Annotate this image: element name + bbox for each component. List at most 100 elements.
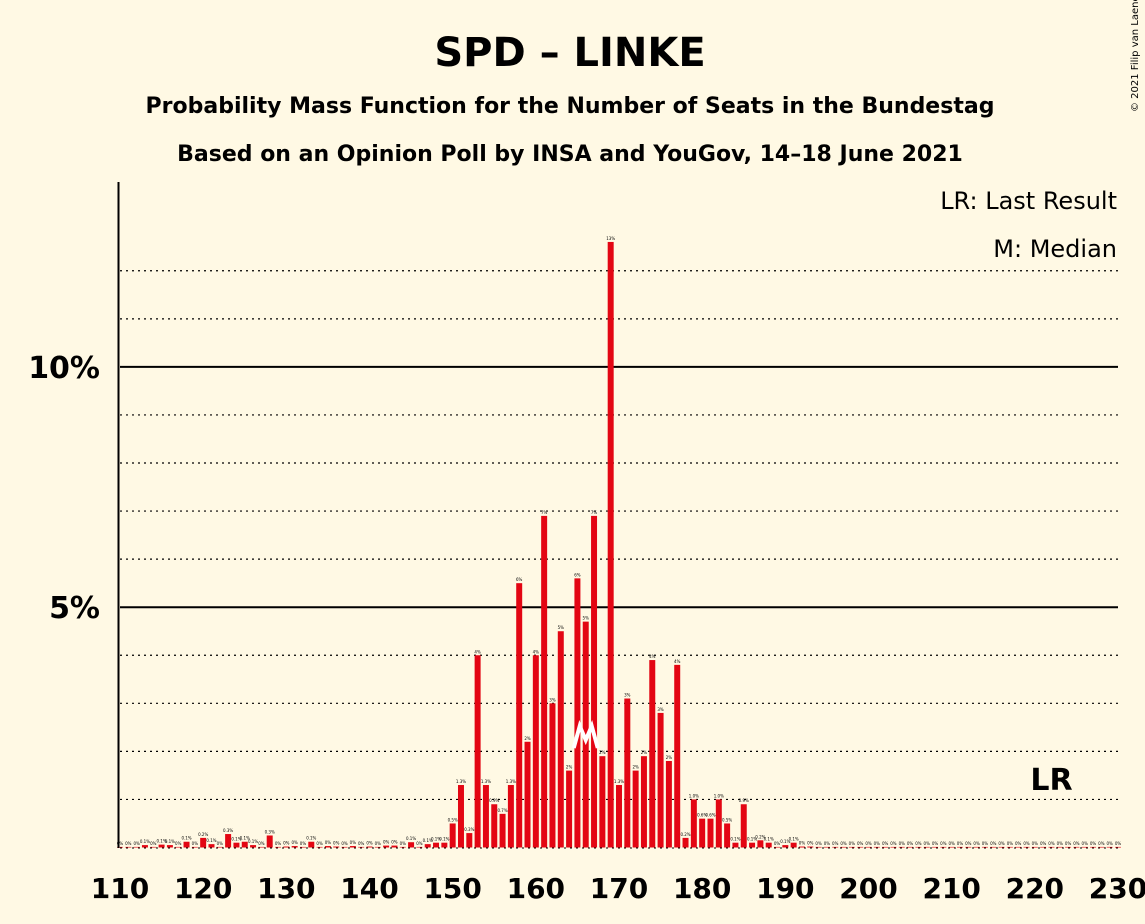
bar <box>582 621 589 848</box>
bar <box>1073 846 1080 848</box>
data-label: 0% <box>865 841 872 846</box>
x-tick-label: 150 <box>423 872 481 905</box>
data-label: 0% <box>815 841 822 846</box>
data-label: 0.1% <box>231 837 241 842</box>
bar <box>258 846 265 848</box>
data-label: 0.7% <box>497 808 507 813</box>
x-tick-label: 220 <box>1006 872 1064 905</box>
x-tick-label: 230 <box>1089 872 1145 905</box>
bar <box>208 844 215 848</box>
data-label: 0.6% <box>697 813 707 818</box>
data-label: 3% <box>657 707 664 712</box>
x-tick-label: 200 <box>839 872 897 905</box>
x-tick-label: 130 <box>257 872 315 905</box>
data-label: 0.1% <box>764 837 774 842</box>
x-tick-label: 190 <box>756 872 814 905</box>
bar <box>1081 846 1088 848</box>
data-label: 0% <box>940 841 947 846</box>
data-label: 0% <box>275 841 282 846</box>
bar <box>333 846 340 848</box>
data-label: 0.1% <box>165 839 175 844</box>
data-label: 0% <box>192 841 199 846</box>
bar <box>225 834 232 848</box>
bar <box>191 846 198 848</box>
bar <box>915 846 922 848</box>
data-label: 1.3% <box>506 779 516 784</box>
data-label: 0% <box>416 841 423 846</box>
data-label: 0% <box>1107 841 1114 846</box>
bar <box>857 846 864 848</box>
bar <box>707 818 714 848</box>
bar <box>125 846 132 848</box>
data-label: 7% <box>591 510 598 515</box>
data-label: 4% <box>649 654 656 659</box>
median-glyph <box>571 719 600 749</box>
data-label: 5% <box>558 625 565 630</box>
data-label: 0% <box>325 840 332 845</box>
data-label: 0% <box>840 841 847 846</box>
bar <box>216 846 223 848</box>
data-label: 0% <box>358 841 365 846</box>
bar <box>940 846 947 848</box>
bar <box>1106 846 1113 848</box>
bar <box>566 770 573 848</box>
bar <box>383 845 390 848</box>
data-label: 3% <box>549 697 556 702</box>
data-label: 0% <box>924 841 931 846</box>
bar <box>1031 846 1038 848</box>
bar <box>374 846 381 848</box>
data-label: 0% <box>1115 841 1122 846</box>
bar <box>699 818 706 848</box>
data-label: 6% <box>574 572 581 577</box>
bar <box>798 846 805 848</box>
data-label: 1.3% <box>481 779 491 784</box>
x-tick-label: 210 <box>922 872 980 905</box>
data-label: 0% <box>1007 841 1014 846</box>
data-label: 2% <box>641 750 648 755</box>
bar <box>682 837 689 848</box>
data-label: 0% <box>882 841 889 846</box>
bar <box>466 833 473 848</box>
chart-subtitle-2: Based on an Opinion Poll by INSA and You… <box>177 142 963 167</box>
data-label: 0.1% <box>248 839 258 844</box>
data-label: 3% <box>624 693 631 698</box>
data-label: 0% <box>1090 841 1097 846</box>
bar <box>657 712 664 848</box>
data-label: 0.2% <box>198 832 208 837</box>
bar <box>665 760 672 848</box>
data-label: 0% <box>807 841 814 846</box>
bar <box>724 823 731 848</box>
x-tick-label: 110 <box>91 872 149 905</box>
bars <box>117 241 1121 848</box>
data-label: 2% <box>632 765 639 770</box>
data-label: 0% <box>1073 841 1080 846</box>
data-label: 2% <box>566 765 573 770</box>
last-result-marker: LR <box>1030 763 1072 798</box>
data-label: 0% <box>907 841 914 846</box>
y-tick-label: 5% <box>49 591 100 626</box>
y-tick-label: 10% <box>28 351 100 386</box>
x-tick-labels: 110 120 130 140 150 160 170 180 190 200 210 220 230 <box>91 872 1145 905</box>
bar <box>607 241 614 848</box>
bar <box>433 842 440 848</box>
data-labels: 0% 0% 0% 0.1% 0% 0.1%0.1% 0%0.1%0%0.2%0.1%0%0.… <box>117 236 1122 846</box>
data-label: 0.1% <box>206 838 216 843</box>
bar <box>965 846 972 848</box>
data-label: 0% <box>333 841 340 846</box>
data-label: 0% <box>915 841 922 846</box>
data-label: 0% <box>982 841 989 846</box>
bar <box>865 846 872 848</box>
data-label: 0% <box>117 841 124 846</box>
data-label: 0% <box>1023 841 1030 846</box>
data-label: 0.2% <box>680 832 690 837</box>
bar <box>1115 846 1121 848</box>
bar <box>449 823 456 848</box>
bar <box>308 841 315 848</box>
data-label: 0.1% <box>780 839 790 844</box>
data-label: 0.9% <box>739 798 749 803</box>
bar <box>524 741 531 848</box>
bar <box>1065 846 1072 848</box>
data-label: 6% <box>516 577 523 582</box>
bar <box>981 846 988 848</box>
data-label: 0% <box>1098 841 1105 846</box>
